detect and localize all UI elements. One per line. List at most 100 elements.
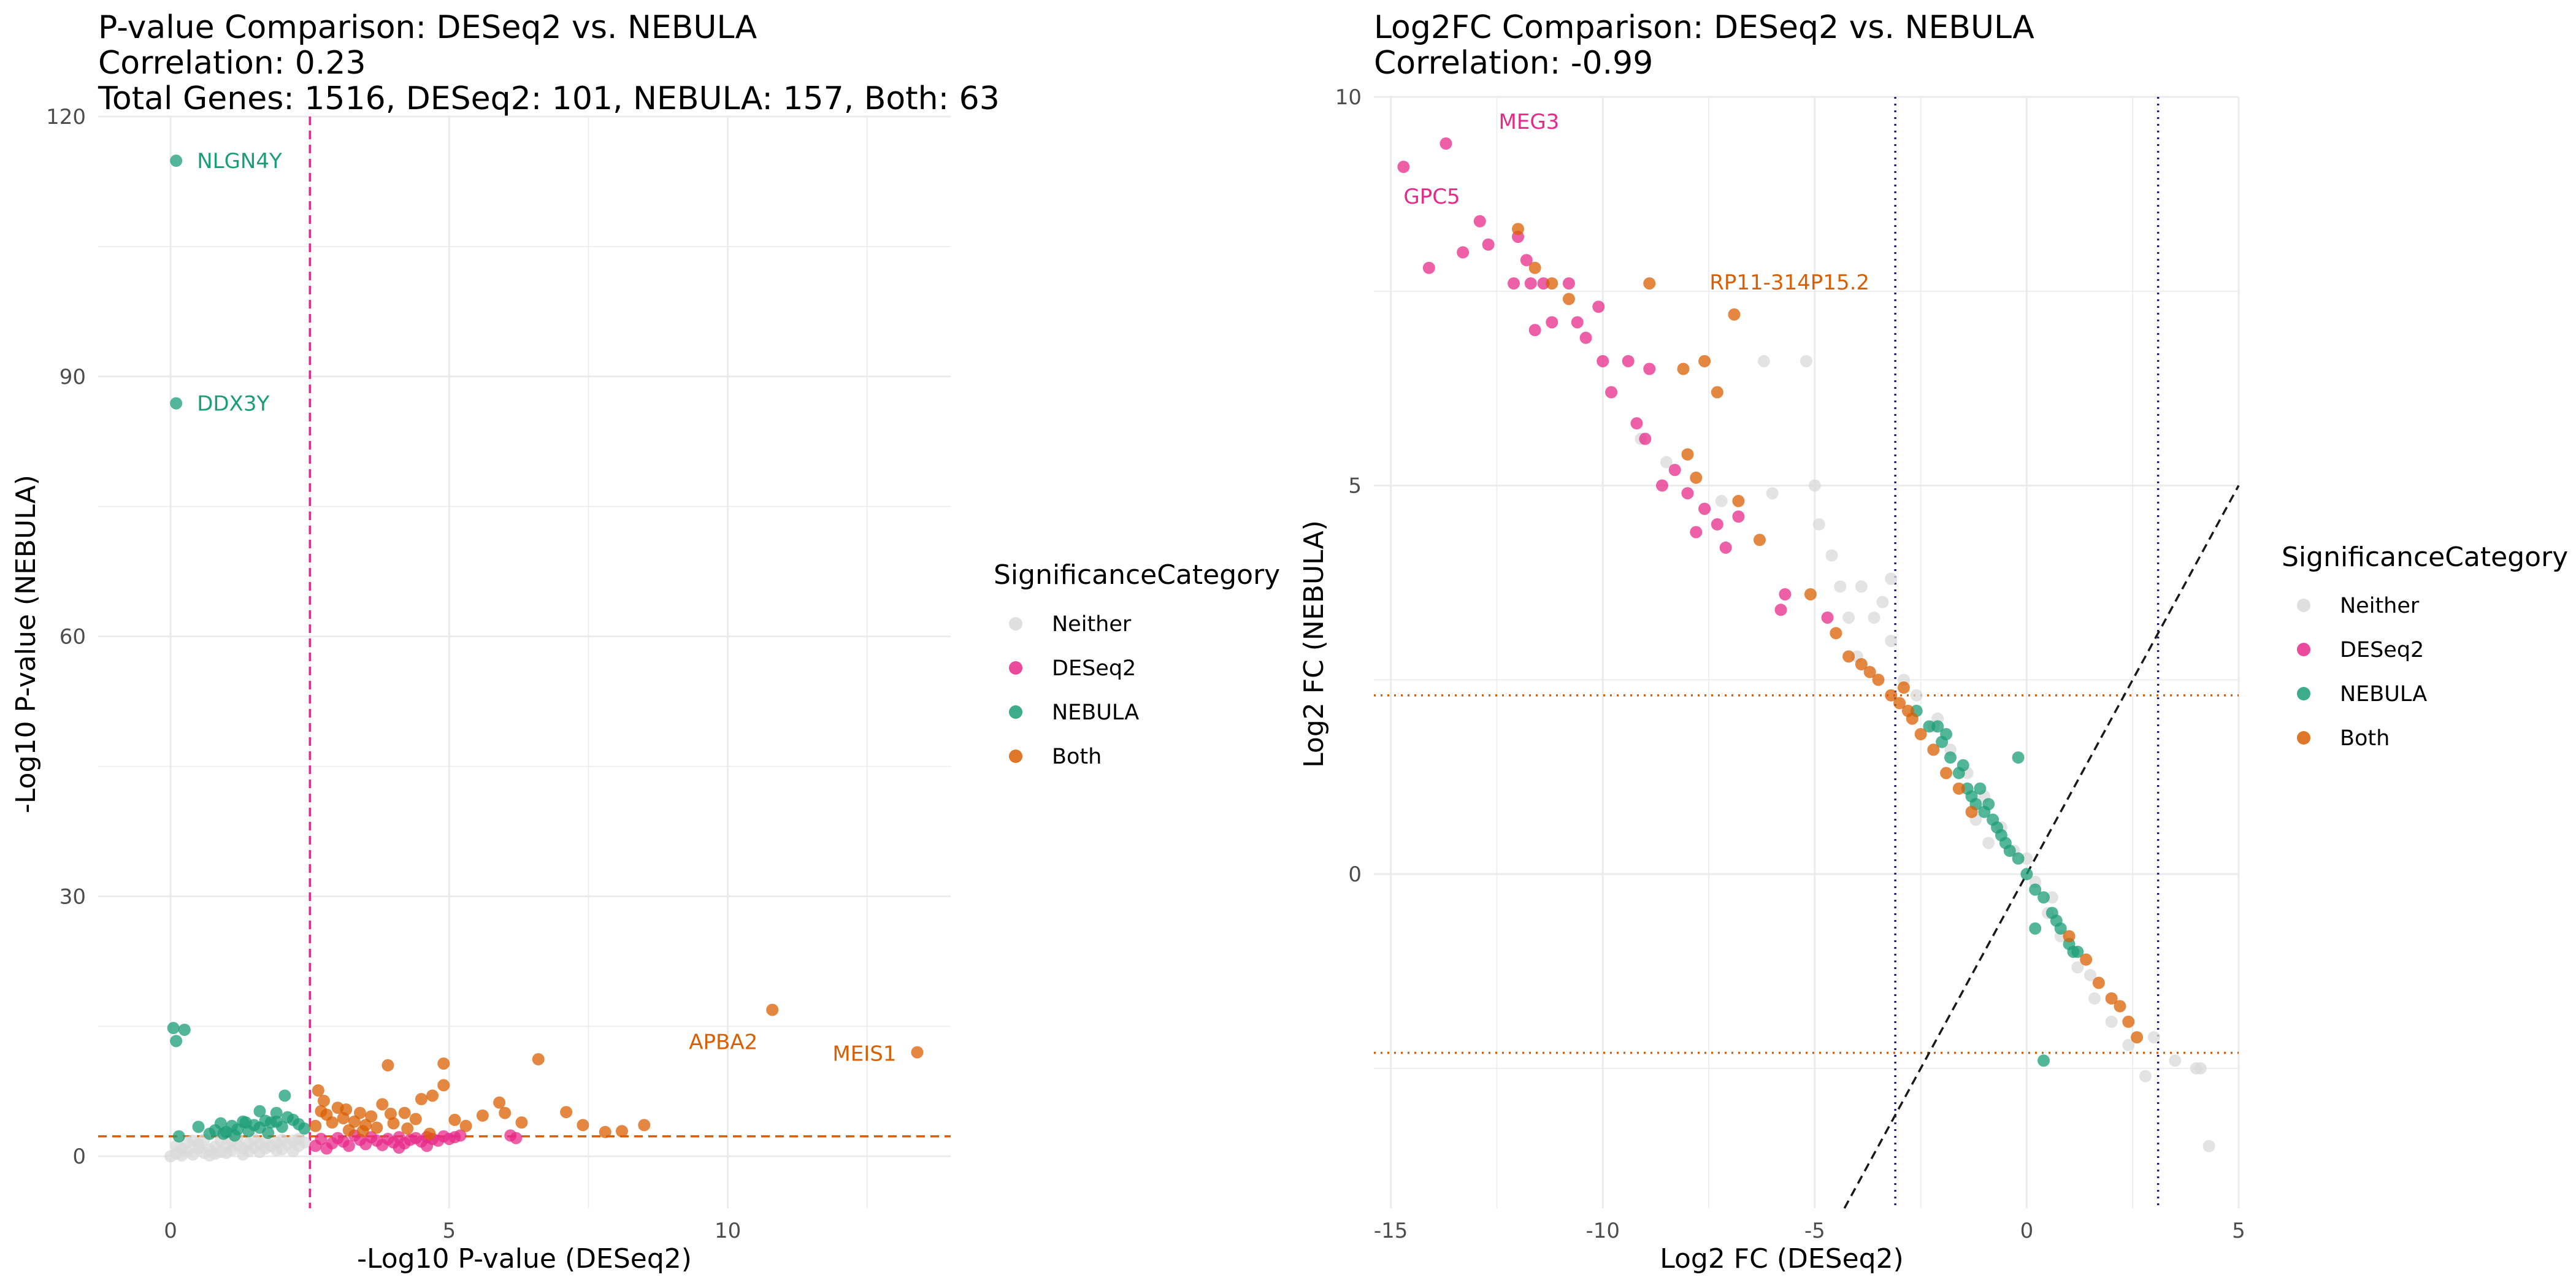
pvalue-annotations: NLGN4Y DDX3Y APBA2 MEIS1 (197, 149, 896, 1067)
pvalue-point-nebula (298, 1122, 311, 1135)
log2fc-reference-line-4 (1843, 485, 2240, 1209)
log2fc-point-nebula (2037, 891, 2050, 904)
log2fc-point-both (2105, 992, 2118, 1005)
log2fc-point-nebula (1965, 790, 1978, 803)
pvalue-point-nebula (270, 1106, 283, 1119)
pvalue-point-nebula (192, 1121, 205, 1133)
log2fc-point-both (1952, 782, 1965, 795)
log2fc-point-neither (2084, 968, 2097, 981)
log2fc-point-deseq2 (1639, 432, 1652, 445)
log2fc-point-both (1728, 308, 1741, 321)
pvalue-y-tick-label: 90 (59, 365, 86, 389)
pvalue-point-both (560, 1106, 573, 1119)
log2fc-point-deseq2 (1605, 386, 1618, 399)
pvalue-point-both (423, 1127, 436, 1140)
log2fc-x-tick-label: 0 (2020, 1219, 2034, 1243)
log2fc-point-nebula (1944, 751, 1957, 764)
log2fc-point-both (2122, 1015, 2135, 1028)
log2fc-legend-key-deseq2 (2297, 643, 2310, 656)
pvalue-y-axis-label: -Log10 P-value (NEBULA) (10, 475, 42, 813)
log2fc-point-both (2131, 1031, 2144, 1044)
log2fc-point-deseq2 (1681, 487, 1694, 500)
pvalue-legend-key-deseq2 (1009, 661, 1022, 675)
pvalue-point-nebula (172, 1130, 185, 1143)
log2fc-legend: SignificanceCategory Neither DESeq2 NEBU… (2282, 542, 2568, 751)
pvalue-reference-lines (98, 117, 951, 1208)
pvalue-point-deseq2 (393, 1141, 405, 1154)
log2fc-y-tick-label: 0 (1348, 862, 1362, 887)
log2fc-point-both (1698, 355, 1711, 367)
pvalue-point-nebula (278, 1089, 291, 1102)
log2fc-title-line-1: Log2FC Comparison: DESeq2 vs. NEBULA (1374, 9, 2034, 46)
log2fc-point-deseq2 (1524, 277, 1537, 290)
log2fc-point-nebula (1974, 782, 1987, 795)
log2fc-point-neither (1982, 837, 1995, 849)
pvalue-annotation-nlgn4y: NLGN4Y (197, 149, 282, 174)
pvalue-point-both (356, 1125, 369, 1138)
log2fc-points (1397, 137, 2215, 1152)
log2fc-annotation-rp11-314p15-2: RP11-314P15.2 (1709, 270, 1869, 295)
log2fc-legend-key-neither (2297, 599, 2310, 612)
pvalue-point-neither (286, 1144, 299, 1157)
log2fc-point-deseq2 (1779, 588, 1792, 600)
pvalue-point-nebula (270, 1115, 283, 1128)
log2fc-point-both (1855, 658, 1868, 671)
log2fc-x-tick-label: -5 (1804, 1219, 1825, 1243)
log2fc-point-deseq2 (1630, 417, 1643, 430)
log2fc-point-neither (1885, 572, 1898, 585)
log2fc-legend-label-both: Both (2340, 726, 2390, 751)
pvalue-point-both (437, 1057, 450, 1070)
log2fc-point-both (1927, 743, 1940, 756)
pvalue-point-both (401, 1122, 414, 1135)
pvalue-point-both (317, 1094, 330, 1107)
pvalue-point-both (326, 1116, 339, 1129)
log2fc-point-neither (1825, 549, 1838, 562)
log2fc-point-nebula (1940, 728, 1953, 741)
log2fc-point-neither (2169, 1054, 2182, 1067)
pvalue-point-both (599, 1125, 611, 1138)
log2fc-point-nebula (2067, 945, 2080, 958)
log2fc-point-both (1681, 448, 1694, 461)
log2fc-point-nebula (2050, 914, 2063, 927)
log2fc-point-nebula (1991, 821, 2004, 834)
log2fc-point-nebula (1931, 720, 1944, 733)
log2fc-point-neither (1834, 580, 1847, 593)
log2fc-point-neither (1660, 456, 1673, 469)
pvalue-point-neither (220, 1146, 232, 1159)
pvalue-point-deseq2 (342, 1140, 355, 1152)
log2fc-point-both (1528, 261, 1541, 274)
pvalue-point-both (384, 1108, 397, 1121)
log2fc-point-deseq2 (1571, 316, 1584, 329)
pvalue-point-both (426, 1089, 439, 1102)
pvalue-point-both (387, 1117, 400, 1130)
log2fc-point-neither (1868, 611, 1880, 624)
pvalue-point-neither (186, 1134, 199, 1147)
log2fc-point-both (1732, 494, 1745, 507)
pvalue-point-nebula (228, 1129, 241, 1142)
log2fc-point-deseq2 (1622, 355, 1635, 367)
log2fc-legend-label-deseq2: DESeq2 (2340, 638, 2424, 662)
log2fc-point-both (1830, 627, 1842, 640)
log2fc-point-nebula (2029, 922, 2042, 935)
log2fc-point-both (2063, 930, 2076, 943)
pvalue-point-deseq2 (454, 1129, 467, 1142)
pvalue-x-tick-label: 0 (164, 1219, 177, 1243)
log2fc-point-nebula (1923, 720, 1936, 733)
log2fc-point-neither (2194, 1062, 2207, 1075)
log2fc-point-both (1940, 767, 1953, 780)
log2fc-x-tick-label: -10 (1585, 1219, 1620, 1243)
pvalue-point-both (437, 1079, 450, 1092)
log2fc-point-neither (1910, 689, 1923, 702)
pvalue-legend-label-both: Both (1052, 745, 1102, 769)
pvalue-point-both (398, 1106, 411, 1119)
pvalue-point-both (381, 1059, 394, 1071)
log2fc-y-tick-label: 5 (1348, 474, 1362, 499)
pvalue-point-nebula (178, 1023, 191, 1036)
log2fc-point-both (1863, 665, 1876, 678)
pvalue-point-both (615, 1125, 628, 1138)
log2fc-title-line-2: Correlation: -0.99 (1374, 45, 1653, 82)
log2fc-y-ticks: 0 5 10 (1335, 85, 1362, 887)
pvalue-title-line-2: Correlation: 0.23 (98, 45, 366, 82)
log2fc-point-neither (1808, 479, 1821, 492)
